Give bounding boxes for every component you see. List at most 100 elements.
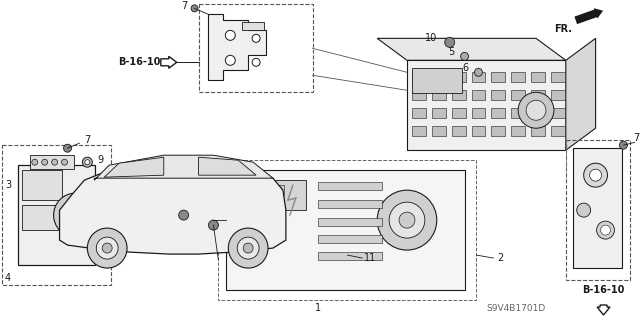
Polygon shape <box>198 157 256 175</box>
Bar <box>262 230 284 240</box>
Bar <box>551 72 565 82</box>
Bar <box>236 200 258 210</box>
Circle shape <box>474 68 483 76</box>
Bar <box>18 165 95 265</box>
Bar <box>531 108 545 118</box>
Bar <box>218 160 476 300</box>
Bar <box>531 90 545 100</box>
Bar <box>227 170 465 290</box>
Bar <box>511 90 525 100</box>
Circle shape <box>252 34 260 42</box>
Bar <box>317 252 382 260</box>
Bar <box>452 126 465 136</box>
Bar <box>566 140 630 280</box>
Bar <box>492 126 505 136</box>
Circle shape <box>600 225 611 235</box>
Bar <box>198 4 313 92</box>
Bar <box>573 148 622 268</box>
Bar <box>412 68 461 93</box>
Bar <box>432 90 445 100</box>
Text: B-16-10: B-16-10 <box>582 285 625 295</box>
Bar <box>492 72 505 82</box>
Bar <box>551 90 565 100</box>
Circle shape <box>102 243 112 253</box>
Circle shape <box>54 193 97 237</box>
Circle shape <box>399 212 415 228</box>
Circle shape <box>228 228 268 268</box>
Circle shape <box>252 58 260 66</box>
Circle shape <box>87 228 127 268</box>
Bar <box>551 108 565 118</box>
FancyArrow shape <box>575 8 603 24</box>
Bar <box>317 200 382 208</box>
Circle shape <box>191 5 198 12</box>
Bar <box>511 126 525 136</box>
Bar <box>30 155 74 169</box>
Text: 7: 7 <box>84 135 91 145</box>
Bar <box>22 170 61 200</box>
Circle shape <box>589 169 602 181</box>
Bar <box>262 200 284 210</box>
Bar <box>511 108 525 118</box>
Circle shape <box>209 220 218 230</box>
Bar <box>242 22 264 30</box>
Bar <box>236 180 306 210</box>
Bar <box>412 108 426 118</box>
Text: 1: 1 <box>315 303 321 313</box>
Bar <box>236 215 258 225</box>
Bar <box>432 126 445 136</box>
Text: 5: 5 <box>449 47 454 57</box>
Text: 6: 6 <box>463 63 468 73</box>
Bar <box>412 72 426 82</box>
Circle shape <box>61 159 67 165</box>
Circle shape <box>518 92 554 128</box>
Text: 9: 9 <box>97 155 104 165</box>
Circle shape <box>526 100 546 120</box>
Polygon shape <box>566 38 596 150</box>
Bar <box>236 230 258 240</box>
Bar <box>452 72 465 82</box>
Bar <box>22 205 61 230</box>
Bar <box>551 126 565 136</box>
Circle shape <box>96 237 118 259</box>
Bar <box>531 72 545 82</box>
Circle shape <box>389 202 425 238</box>
Bar <box>472 90 485 100</box>
Bar <box>492 90 505 100</box>
Text: 11: 11 <box>364 253 376 263</box>
Circle shape <box>620 141 627 149</box>
Circle shape <box>52 159 58 165</box>
Bar <box>262 185 284 195</box>
Circle shape <box>42 159 47 165</box>
Circle shape <box>225 55 236 65</box>
Text: FR.: FR. <box>554 24 572 34</box>
Polygon shape <box>377 38 566 60</box>
Bar <box>472 72 485 82</box>
Circle shape <box>179 210 189 220</box>
Circle shape <box>377 190 436 250</box>
Bar <box>452 108 465 118</box>
Polygon shape <box>209 14 266 80</box>
Bar <box>432 72 445 82</box>
Bar <box>412 90 426 100</box>
Bar <box>2 145 111 285</box>
Circle shape <box>584 163 607 187</box>
Circle shape <box>577 203 591 217</box>
Text: 7: 7 <box>634 133 639 143</box>
Polygon shape <box>104 157 164 177</box>
Circle shape <box>445 37 454 47</box>
Bar <box>317 182 382 190</box>
Bar <box>511 72 525 82</box>
Text: B-16-10: B-16-10 <box>118 57 160 67</box>
Polygon shape <box>94 155 273 180</box>
Circle shape <box>237 237 259 259</box>
Bar <box>236 185 258 195</box>
Polygon shape <box>60 162 286 254</box>
Text: 10: 10 <box>424 33 436 43</box>
Bar <box>317 218 382 226</box>
Text: S9V4B1701D: S9V4B1701D <box>486 303 546 313</box>
Bar <box>492 108 505 118</box>
Circle shape <box>85 160 90 165</box>
Circle shape <box>83 157 92 167</box>
Bar <box>412 126 426 136</box>
